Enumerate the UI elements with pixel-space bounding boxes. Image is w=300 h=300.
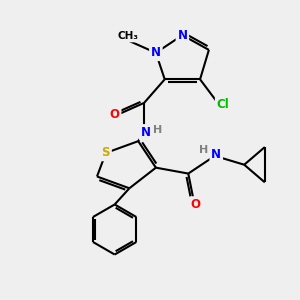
Text: O: O [190,198,201,211]
Text: N: N [141,126,151,139]
Text: Cl: Cl [217,98,230,111]
Text: S: S [102,146,110,159]
Text: N: N [177,29,188,42]
Text: H: H [199,145,208,155]
Text: O: O [110,108,120,121]
Text: CH₃: CH₃ [117,31,138,41]
Text: H: H [153,125,162,135]
Text: N: N [211,148,221,161]
Text: N: N [151,46,161,59]
